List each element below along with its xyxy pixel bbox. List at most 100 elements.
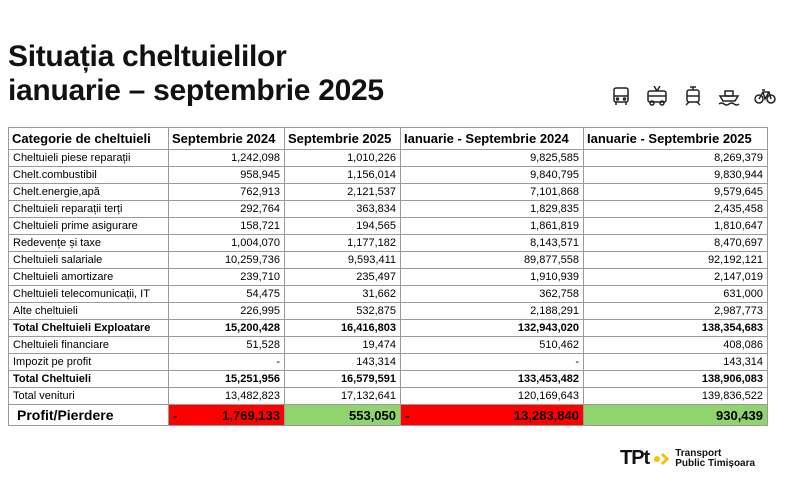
cell-value: 9,840,795 — [400, 166, 584, 184]
table-row: Impozit pe profit -143,314-143,314 — [8, 353, 768, 371]
table-row: Total venituri 13,482,823 17,132,641 120,16… — [8, 387, 768, 405]
table-row: Redevențe și taxe 1,004,070 1,177,182 8,143… — [8, 234, 768, 252]
cell-value: 532,875 — [284, 302, 401, 320]
table-row: Cheltuieli prime asigurare 158,721 194,565… — [8, 217, 768, 235]
cell-value: - — [400, 353, 584, 371]
row-label: Cheltuieli salariale — [8, 251, 169, 269]
cell-value: 292,764 — [168, 200, 285, 218]
cell-value: 15,251,956 — [168, 370, 285, 388]
column-header: Septembrie 2024 — [168, 127, 285, 150]
page-title: Situația cheltuielilor ianuarie – septem… — [8, 40, 384, 108]
table-row: Alte cheltuieli 226,995 532,875 2,188,291 2,… — [8, 302, 768, 320]
table-row: Total Cheltuieli Exploatare 15,200,428 16,… — [8, 319, 768, 337]
value: 1,769,133 — [222, 407, 280, 423]
cell-value: 138,354,683 — [583, 319, 768, 337]
profit-value: 930,439 — [583, 404, 768, 426]
cell-value: 1,910,939 — [400, 268, 584, 286]
cell-value: 363,834 — [284, 200, 401, 218]
table-row: Cheltuieli telecomunicații, IT 54,475 31,6… — [8, 285, 768, 303]
title-line-1: Situația cheltuielilor — [8, 40, 287, 73]
cell-value: 8,143,571 — [400, 234, 584, 252]
cell-value: 1,810,647 — [583, 217, 768, 235]
tpt-logo: TPt Transport Public Timișoara — [620, 447, 755, 470]
cell-value: 2,147,019 — [583, 268, 768, 286]
cell-value: - — [168, 353, 285, 371]
cell-value: 1,156,014 — [284, 166, 401, 184]
row-label: Cheltuieli amortizare — [8, 268, 169, 286]
row-label: Alte cheltuieli — [8, 302, 169, 320]
cell-value: 362,758 — [400, 285, 584, 303]
cell-value: 7,101,868 — [400, 183, 584, 201]
table-row: Cheltuieli piese reparații 1,242,098 1,010… — [8, 149, 768, 167]
cell-value: 89,877,558 — [400, 251, 584, 269]
cell-value: 1,177,182 — [284, 234, 401, 252]
row-label: Cheltuieli financiare — [8, 336, 169, 354]
cell-value: 1,004,070 — [168, 234, 285, 252]
negative-sign: - — [173, 407, 178, 423]
cell-value: 8,269,379 — [583, 149, 768, 167]
value: 13,283,840 — [513, 407, 579, 423]
loss-value: - 13,283,840 — [400, 404, 584, 426]
row-label: Profit/Pierdere — [8, 404, 169, 426]
cell-value: 9,593,411 — [284, 251, 401, 269]
table-row: Cheltuieli financiare 51,528 19,474 510,462… — [8, 336, 768, 354]
cell-value: 139,836,522 — [583, 387, 768, 405]
logo-mark: TPt — [620, 447, 650, 469]
logo-line-2: Public Timișoara — [675, 457, 756, 469]
table-header-row: Categorie de cheltuieli Septembrie 2024 Se… — [8, 127, 768, 150]
row-label: Total Cheltuieli — [8, 370, 169, 388]
cell-value: 19,474 — [284, 336, 401, 354]
value: 553,050 — [349, 407, 396, 423]
cell-value: 16,416,803 — [284, 319, 401, 337]
profit-value: 553,050 — [284, 404, 401, 426]
cell-value: 138,906,083 — [583, 370, 768, 388]
negative-sign: - — [405, 407, 410, 423]
cell-value: 2,188,291 — [400, 302, 584, 320]
cell-value: 8,470,697 — [583, 234, 768, 252]
tram-icon — [685, 86, 701, 106]
cell-value: 1,242,098 — [168, 149, 285, 167]
cell-value: 194,565 — [284, 217, 401, 235]
title-line-2: ianuarie – septembrie 2025 — [8, 74, 384, 107]
cell-value: 631,000 — [583, 285, 768, 303]
cell-value: 120,169,643 — [400, 387, 584, 405]
cell-value: 239,710 — [168, 268, 285, 286]
cell-value: 10,259,736 — [168, 251, 285, 269]
table-row: Chelt.energie,apă 762,913 2,121,537 7,101,8… — [8, 183, 768, 201]
cell-value: 17,132,641 — [284, 387, 401, 405]
table-row: Cheltuieli amortizare 239,710 235,497 1,910… — [8, 268, 768, 286]
column-header: Categorie de cheltuieli — [8, 127, 169, 150]
cell-value: 16,579,591 — [284, 370, 401, 388]
value: 930,439 — [716, 407, 763, 423]
cell-value: 1,010,226 — [284, 149, 401, 167]
cell-value: 958,945 — [168, 166, 285, 184]
table-row: Cheltuieli salariale 10,259,736 9,593,411 8… — [8, 251, 768, 269]
cell-value: 1,829,835 — [400, 200, 584, 218]
arrow-icon — [654, 452, 670, 465]
transport-icons — [610, 86, 776, 106]
boat-icon — [718, 90, 740, 106]
row-label: Cheltuieli reparații terți — [8, 200, 169, 218]
cell-value: 9,825,585 — [400, 149, 584, 167]
cell-value: 51,528 — [168, 336, 285, 354]
profit-row: Profit/Pierdere -1,769,133 553,050-13,283,… — [8, 404, 768, 426]
row-label: Redevențe și taxe — [8, 234, 169, 252]
cell-value: 92,192,121 — [583, 251, 768, 269]
cell-value: 2,987,773 — [583, 302, 768, 320]
cell-value: 2,435,458 — [583, 200, 768, 218]
row-label: Chelt.combustibil — [8, 166, 169, 184]
row-label: Cheltuieli telecomunicații, IT — [8, 285, 169, 303]
cell-value: 2,121,537 — [284, 183, 401, 201]
loss-value: - 1,769,133 — [168, 404, 285, 426]
column-header: Ianuarie - Septembrie 2024 — [400, 127, 584, 150]
row-label: Cheltuieli piese reparații — [8, 149, 169, 167]
bicycle-icon — [754, 89, 776, 104]
row-label: Total venituri — [8, 387, 169, 405]
cell-value: 408,086 — [583, 336, 768, 354]
cell-value: 133,453,482 — [400, 370, 584, 388]
bus-icon — [613, 87, 629, 105]
row-label: Chelt.energie,apă — [8, 183, 169, 201]
cell-value: 226,995 — [168, 302, 285, 320]
cell-value: 54,475 — [168, 285, 285, 303]
cell-value: 762,913 — [168, 183, 285, 201]
